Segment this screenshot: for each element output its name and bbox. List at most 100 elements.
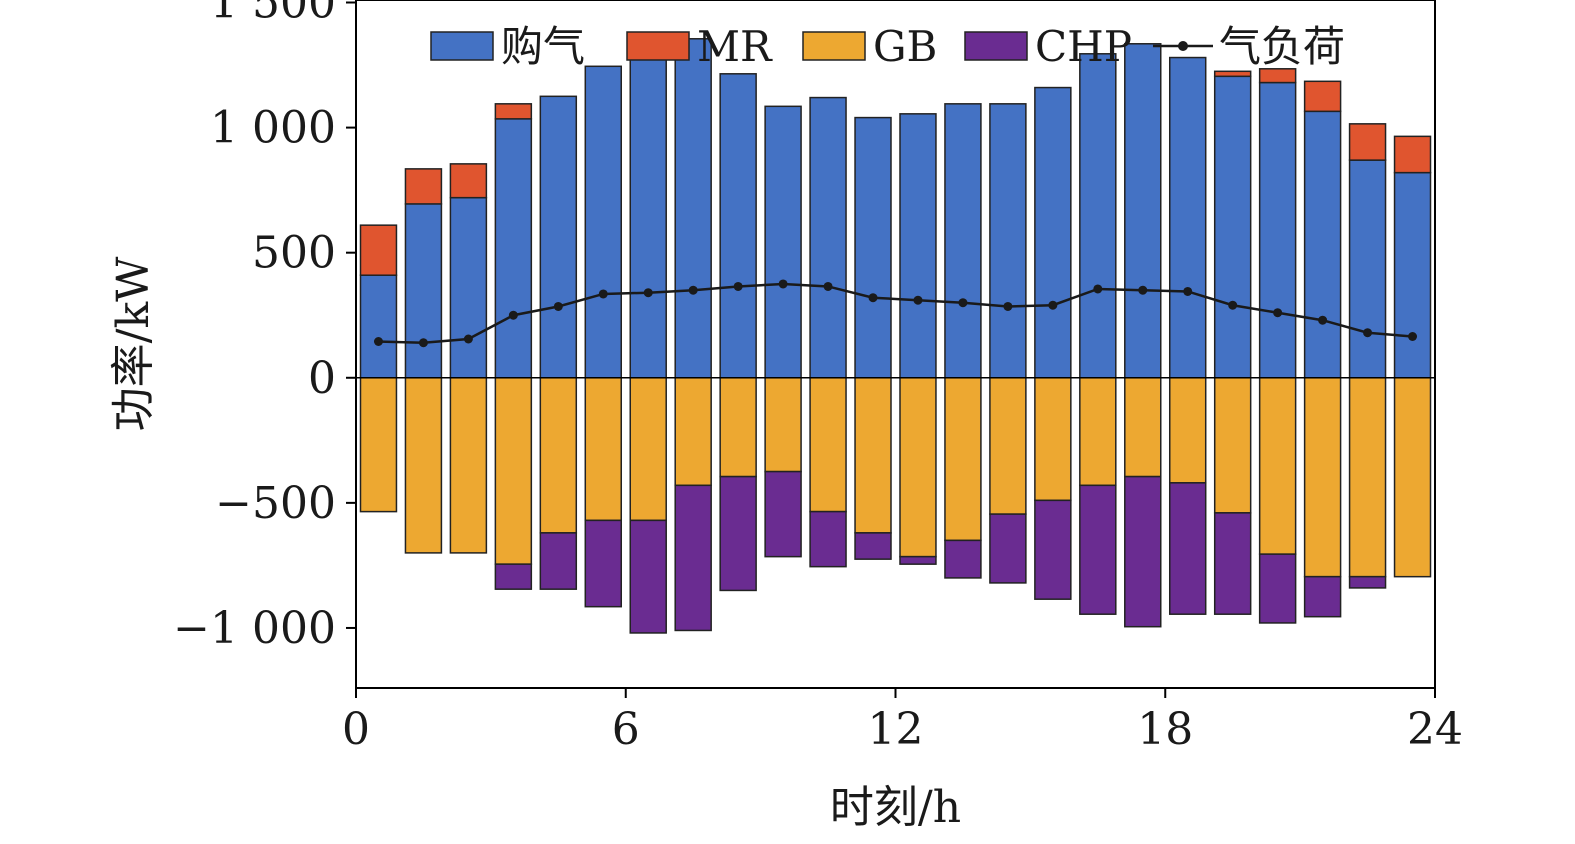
bar-gb-18 xyxy=(1168,377,1207,484)
gas-load-point-19 xyxy=(1228,300,1238,310)
gas-load-point-23 xyxy=(1408,331,1418,341)
gas-load-point-5 xyxy=(598,289,608,299)
gas-load-point-17 xyxy=(1138,285,1148,295)
x-tick-label-18: 18 xyxy=(1137,704,1193,755)
gas-load-point-2 xyxy=(463,334,473,344)
legend-label-gb: GB xyxy=(873,22,937,71)
load-line-layer xyxy=(373,279,1418,348)
gas-load-point-4 xyxy=(553,301,563,311)
bar-chp-6 xyxy=(629,519,667,634)
bar-gas-purchase-15 xyxy=(1034,86,1072,379)
bar-gb-2 xyxy=(449,377,488,554)
bar-gas-purchase-4 xyxy=(539,95,578,379)
gas-load-point-3 xyxy=(508,310,518,320)
gas-load-point-16 xyxy=(1093,284,1103,294)
bar-gas-purchase-0 xyxy=(359,274,398,379)
gas-load-point-1 xyxy=(418,338,428,348)
x-axis: 0 6 12 18 24 xyxy=(342,688,1463,755)
bar-gb-14 xyxy=(989,377,1027,515)
bar-mr-19 xyxy=(1213,70,1252,78)
bar-gb-21 xyxy=(1303,377,1342,578)
bar-chp-9 xyxy=(764,470,802,558)
bar-gb-17 xyxy=(1124,377,1162,478)
bar-mr-3 xyxy=(494,103,533,120)
gas-load-point-13 xyxy=(958,298,968,308)
gas-load-point-20 xyxy=(1273,308,1283,318)
y-tick-label--1000: −1 000 xyxy=(173,603,336,654)
bars-layer xyxy=(359,35,1432,634)
x-tick-label-24: 24 xyxy=(1407,704,1463,755)
legend-swatch-mr xyxy=(626,31,690,61)
bar-mr-1 xyxy=(404,168,443,205)
legend-label-gas-purchase: 购气 xyxy=(501,22,585,71)
bar-chp-15 xyxy=(1034,499,1072,600)
gas-load-line xyxy=(378,282,1413,345)
x-tick-label-6: 6 xyxy=(612,704,640,755)
bar-gb-23 xyxy=(1393,377,1432,578)
gas-load-point-7 xyxy=(688,285,698,295)
legend: 购气 MR GB CHP 气负荷 xyxy=(430,22,1345,71)
legend-swatch-gb xyxy=(802,31,866,61)
bar-mr-23 xyxy=(1393,135,1432,174)
gas-load-point-10 xyxy=(823,281,833,291)
bar-gb-13 xyxy=(944,377,982,542)
bar-gas-purchase-21 xyxy=(1303,110,1342,379)
bar-gas-purchase-6 xyxy=(629,35,667,379)
bar-gas-purchase-23 xyxy=(1393,171,1432,379)
bar-gb-11 xyxy=(854,377,892,534)
legend-label-gas-load: 气负荷 xyxy=(1219,22,1345,71)
bar-gas-purchase-22 xyxy=(1348,159,1387,379)
bar-chp-18 xyxy=(1168,482,1207,615)
bar-gas-purchase-1 xyxy=(404,203,443,379)
bar-mr-2 xyxy=(449,163,488,199)
bar-chp-3 xyxy=(494,563,533,590)
gas-load-point-18 xyxy=(1183,286,1193,296)
bar-gas-purchase-20 xyxy=(1258,81,1297,379)
bar-gas-purchase-13 xyxy=(944,103,982,379)
y-axis: −1 000 −500 0 500 1 000 1 500 xyxy=(173,0,356,654)
bar-gb-3 xyxy=(494,377,533,565)
y-axis-title: 功率/kW xyxy=(108,256,159,431)
legend-swatch-chp xyxy=(964,31,1028,61)
bar-gb-1 xyxy=(404,377,443,554)
bar-gb-15 xyxy=(1034,377,1072,502)
legend-label-mr: MR xyxy=(697,22,773,71)
y-tick-label--500: −500 xyxy=(215,478,336,529)
bar-mr-21 xyxy=(1303,80,1342,113)
bar-chp-7 xyxy=(674,484,712,632)
gas-load-point-9 xyxy=(778,279,788,289)
bar-chp-22 xyxy=(1348,575,1387,589)
x-tick-label-12: 12 xyxy=(868,704,924,755)
bar-gas-purchase-12 xyxy=(899,113,937,379)
gas-load-point-21 xyxy=(1318,315,1328,325)
gas-load-point-22 xyxy=(1363,328,1373,338)
gas-load-point-6 xyxy=(643,288,653,298)
bar-gb-0 xyxy=(359,377,398,513)
x-tick-label-0: 0 xyxy=(342,704,370,755)
bar-chp-10 xyxy=(809,510,847,568)
bar-gb-20 xyxy=(1258,377,1297,555)
bar-chp-19 xyxy=(1213,512,1252,615)
bar-gas-purchase-10 xyxy=(809,96,847,379)
y-tick-label-1000: 1 000 xyxy=(210,103,336,154)
gas-load-point-15 xyxy=(1048,300,1058,310)
bar-gb-7 xyxy=(674,377,712,487)
bar-gas-purchase-19 xyxy=(1213,75,1252,379)
bar-gb-19 xyxy=(1213,377,1252,514)
bar-chp-20 xyxy=(1258,553,1297,624)
bar-gas-purchase-17 xyxy=(1124,43,1162,379)
bar-mr-20 xyxy=(1258,68,1297,84)
bar-chp-17 xyxy=(1124,475,1162,628)
bar-gb-6 xyxy=(629,377,667,522)
gas-load-point-8 xyxy=(733,281,743,291)
bar-gb-10 xyxy=(809,377,847,513)
bar-gas-purchase-5 xyxy=(584,65,623,379)
bar-gb-8 xyxy=(719,377,757,478)
bar-gb-5 xyxy=(584,377,623,522)
bar-gas-purchase-14 xyxy=(989,103,1027,379)
bar-chp-11 xyxy=(854,532,892,560)
bar-chp-4 xyxy=(539,532,578,590)
bar-gas-purchase-9 xyxy=(764,105,802,379)
y-tick-label-0: 0 xyxy=(308,353,336,404)
